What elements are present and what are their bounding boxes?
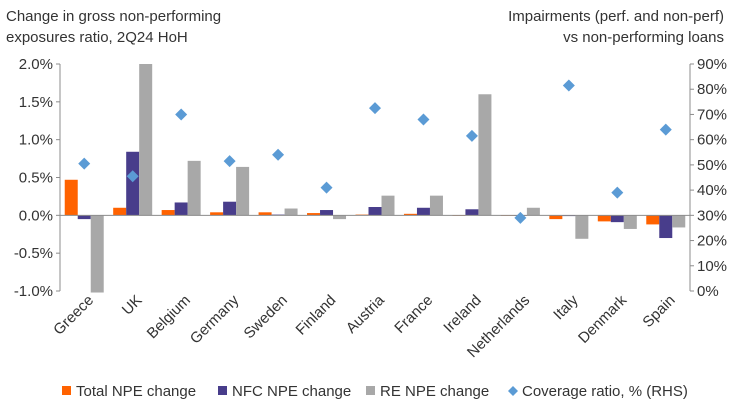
legend-label-total-npe-change: Total NPE change: [76, 383, 196, 400]
left-title-line-2: exposures ratio, 2Q24 HoH: [6, 29, 188, 46]
bar-nfc-npe-change-finland: [320, 210, 334, 216]
coverage-marker-finland: [320, 181, 333, 194]
legend-label-coverage-ratio-rhs-: Coverage ratio, % (RHS): [522, 383, 688, 400]
bar-re-npe-change-germany: [236, 166, 250, 216]
coverage-marker-france: [417, 113, 430, 126]
category-label-spain: Spain: [639, 292, 678, 331]
left-tick-label: 0.0%: [19, 207, 53, 224]
left-tick-label: -1.0%: [14, 283, 53, 300]
bar-nfc-npe-change-ireland: [465, 209, 479, 216]
coverage-marker-greece: [78, 157, 91, 170]
bar-nfc-npe-change-austria: [368, 207, 382, 216]
legend-swatch-nfc-npe-change: [218, 386, 227, 395]
right-title-line-1: Impairments (perf. and non-perf): [508, 8, 724, 25]
bar-nfc-npe-change-belgium: [174, 202, 188, 216]
bar-total-npe-change-uk: [113, 207, 127, 216]
category-label-uk: UK: [119, 292, 146, 319]
right-tick-label: 20%: [697, 233, 727, 250]
bar-total-npe-change-denmark: [597, 215, 611, 222]
bar-nfc-npe-change-germany: [223, 201, 237, 216]
category-label-ireland: Ireland: [440, 292, 484, 336]
bar-re-npe-change-netherlands: [526, 207, 540, 216]
bar-re-npe-change-austria: [381, 195, 395, 216]
left-title-line-1: Change in gross non-performing: [6, 8, 221, 25]
bar-total-npe-change-germany: [210, 212, 224, 216]
right-title-line-2: vs non-performing loans: [563, 29, 724, 46]
coverage-marker-belgium: [175, 108, 188, 121]
coverage-marker-austria: [369, 102, 381, 115]
bar-total-npe-change-finland: [307, 213, 321, 216]
right-tick-label: 80%: [697, 81, 727, 98]
bar-nfc-npe-change-greece: [77, 215, 91, 220]
bar-re-npe-change-finland: [333, 215, 347, 220]
bar-nfc-npe-change-spain: [659, 215, 673, 239]
right-tick-label: 40%: [697, 182, 727, 199]
bar-nfc-npe-change-denmark: [610, 215, 624, 223]
bar-total-npe-change-greece: [64, 179, 78, 216]
coverage-marker-sweden: [272, 148, 285, 161]
category-label-austria: Austria: [343, 291, 388, 336]
coverage-marker-denmark: [611, 186, 624, 199]
legend: Total NPE change NFC NPE change RE NPE cha…: [62, 383, 688, 400]
left-tick-label: -0.5%: [14, 245, 53, 262]
bar-re-npe-change-belgium: [187, 160, 201, 216]
bar-re-npe-change-spain: [672, 215, 686, 228]
coverage-marker-ireland: [465, 129, 478, 142]
category-label-italy: Italy: [550, 291, 582, 323]
right-tick-label: 90%: [697, 56, 727, 73]
coverage-marker-netherlands: [514, 211, 527, 224]
category-label-finland: Finland: [293, 292, 340, 339]
bar-re-npe-change-france: [429, 195, 443, 216]
category-label-sweden: Sweden: [241, 292, 291, 342]
legend-label-nfc-npe-change: NFC NPE change: [232, 383, 351, 400]
coverage-marker-uk: [126, 170, 139, 183]
right-tick-label: 70%: [697, 106, 727, 123]
left-tick-label: 0.5%: [19, 170, 53, 187]
right-tick-label: 50%: [697, 157, 727, 174]
bar-re-npe-change-uk: [139, 64, 153, 216]
bar-re-npe-change-greece: [90, 215, 104, 293]
bar-nfc-npe-change-uk: [126, 151, 140, 216]
coverage-marker-germany: [223, 155, 236, 168]
category-label-germany: Germany: [187, 291, 243, 347]
bar-re-npe-change-sweden: [284, 208, 298, 216]
bar-re-npe-change-ireland: [478, 94, 492, 216]
legend-label-re-npe-change: RE NPE change: [380, 383, 489, 400]
bar-total-npe-change-spain: [646, 215, 660, 225]
coverage-marker-spain: [659, 123, 672, 136]
category-label-greece: Greece: [50, 292, 97, 339]
bar-total-npe-change-sweden: [258, 212, 272, 216]
category-label-france: France: [391, 292, 436, 337]
legend-swatch-total-npe-change: [62, 386, 71, 395]
left-tick-label: 2.0%: [19, 56, 53, 73]
bar-re-npe-change-denmark: [623, 215, 637, 229]
right-tick-label: 60%: [697, 132, 727, 149]
category-label-denmark: Denmark: [575, 291, 630, 346]
left-tick-label: 1.5%: [19, 94, 53, 111]
bar-total-npe-change-france: [403, 213, 417, 216]
plot-area: -1.0% -0.5% 0.0% 0.5% 1.0% 1.5% 2.0% 0% 10% 20% 30…: [14, 56, 727, 361]
legend-swatch-re-npe-change: [366, 386, 375, 395]
left-tick-label: 1.0%: [19, 132, 53, 149]
right-tick-label: 0%: [697, 283, 719, 300]
bar-nfc-npe-change-france: [416, 207, 430, 216]
bar-total-npe-change-belgium: [161, 210, 175, 216]
right-tick-label: 10%: [697, 258, 727, 275]
right-tick-label: 30%: [697, 207, 727, 224]
bar-total-npe-change-italy: [549, 215, 563, 220]
bar-re-npe-change-italy: [575, 215, 589, 239]
legend-swatch-coverage-ratio-rhs-: [508, 386, 518, 396]
coverage-marker-italy: [562, 79, 575, 92]
